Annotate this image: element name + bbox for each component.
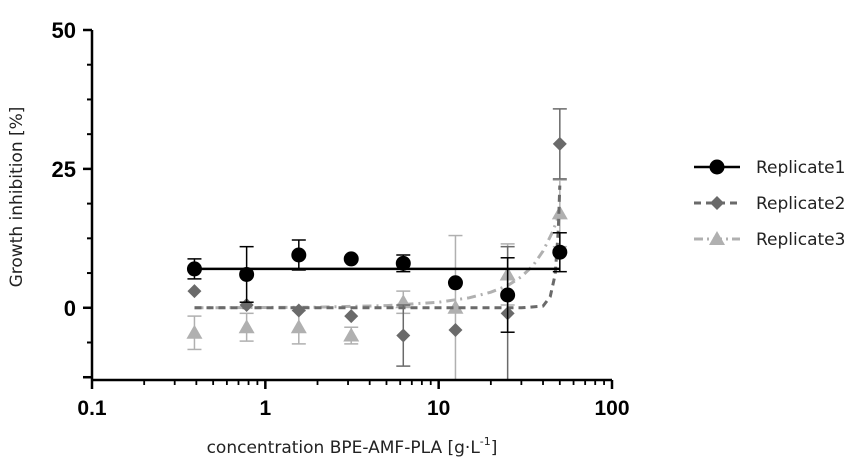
data-point-replicate2 <box>396 328 411 343</box>
legend-marker <box>709 159 725 175</box>
data-point-replicate2 <box>187 284 202 299</box>
data-point-replicate3 <box>186 324 203 339</box>
legend-label: Replicate2 <box>756 194 845 214</box>
data-point-replicate2 <box>344 309 359 324</box>
x-axis-title-superscript: -1 <box>480 435 491 448</box>
data-point-replicate1 <box>395 255 411 271</box>
y-axis-title: Growth inhibition [%] <box>7 107 27 288</box>
data-point-replicate1 <box>447 275 463 291</box>
legend-label: Replicate3 <box>756 230 845 250</box>
data-point-replicate3 <box>238 319 255 334</box>
legend-item-replicate2: Replicate2 <box>694 194 845 214</box>
series-replicate1 <box>186 232 568 333</box>
data-point-replicate1 <box>552 244 568 260</box>
data-point-replicate1 <box>500 287 516 303</box>
data-point-replicate3 <box>290 319 307 334</box>
y-tick-label: 25 <box>52 157 76 182</box>
data-point-replicate3 <box>343 327 360 342</box>
data-point-replicate1 <box>343 251 359 267</box>
legend-marker <box>709 231 725 245</box>
x-axis-title: concentration BPE-AMF-PLA [g·L-1] <box>207 435 498 458</box>
x-tick-label: 0.1 <box>77 397 107 420</box>
x-tick-label: 10 <box>427 397 450 420</box>
x-axis-title-suffix: ] <box>491 438 498 458</box>
data-point-replicate1 <box>239 266 255 282</box>
x-tick-label: 100 <box>594 397 629 420</box>
legend-label: Replicate1 <box>756 158 845 178</box>
data-point-replicate2 <box>448 323 463 337</box>
axes: 0 25 50 0.1 1 10 100 <box>52 18 630 420</box>
x-tick-label: 1 <box>259 397 271 420</box>
y-tick-label: 50 <box>52 18 76 43</box>
data-point-replicate1 <box>291 247 307 263</box>
plot-area <box>186 108 568 381</box>
fit-line-replicate2 <box>194 185 562 310</box>
legend-item-replicate3: Replicate3 <box>694 230 845 250</box>
legend-marker <box>710 196 724 210</box>
legend: Replicate1 Replicate2 Replicate3 <box>694 158 845 250</box>
data-point-replicate2 <box>552 136 567 151</box>
legend-item-replicate1: Replicate1 <box>694 158 845 178</box>
x-axis-title-main: concentration BPE-AMF-PLA [g·L <box>207 438 481 458</box>
y-tick-label: 0 <box>64 296 76 321</box>
data-point-replicate1 <box>186 261 202 277</box>
data-point-replicate3 <box>447 299 464 314</box>
data-point-replicate2 <box>291 303 306 318</box>
